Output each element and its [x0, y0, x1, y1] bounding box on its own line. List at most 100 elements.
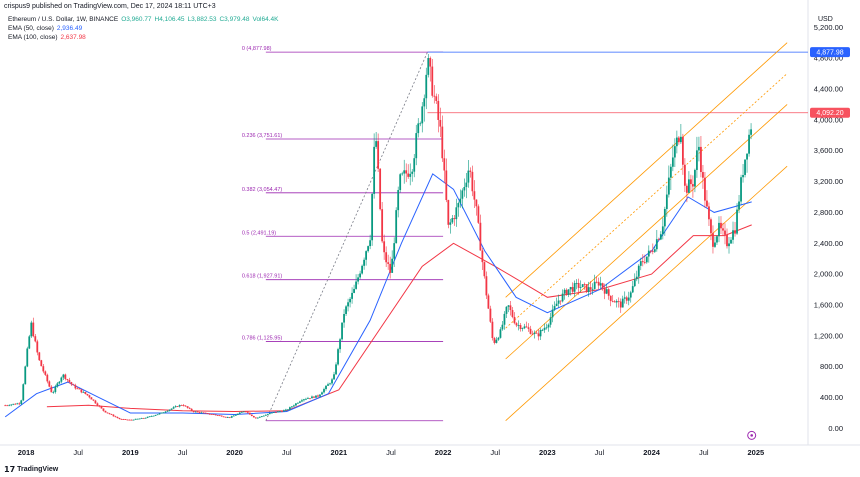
candle-body [36, 341, 39, 353]
candle-body [403, 170, 406, 174]
candle-body [70, 382, 73, 385]
candle-body [10, 404, 13, 406]
candle-body [377, 141, 380, 169]
x-tick-label: 2020 [226, 448, 243, 457]
candle-body [66, 379, 69, 380]
candle-body [659, 234, 662, 240]
chart-legend: Ethereum / U.S. Dollar, 1W, BINANCE O3,9… [8, 15, 279, 42]
candle-body [541, 329, 544, 331]
y-tick-label: 0.00 [828, 424, 843, 433]
candle-body [401, 173, 404, 175]
candle-body [325, 385, 327, 390]
candle-body [563, 289, 566, 294]
candle-body [291, 406, 293, 408]
candle-body [262, 415, 265, 417]
y-tick-label: 4,400.00 [814, 85, 843, 94]
candle-body [734, 230, 736, 234]
candle-body [136, 418, 139, 420]
candle-body [686, 185, 688, 193]
candle-body [32, 322, 35, 337]
candle-body [704, 177, 706, 201]
candle-body [571, 287, 574, 292]
publisher-note: crispus9 published on TradingView.com, D… [4, 3, 216, 10]
candle-body [345, 306, 347, 315]
close-value: C3,979.48 [219, 16, 250, 23]
candle-body [441, 126, 444, 159]
candle-body [363, 259, 366, 266]
candle-body [250, 414, 253, 417]
candle-body [517, 325, 520, 326]
candle-body [505, 306, 508, 314]
candle-body [698, 146, 700, 151]
channel-line [505, 165, 788, 422]
candle-body [122, 419, 125, 420]
candle-body [519, 325, 522, 329]
candle-body [26, 348, 29, 367]
candle-body [397, 190, 400, 211]
candle-body [417, 123, 420, 134]
candle-body [367, 246, 370, 252]
candle-body [46, 374, 49, 382]
ema100-line [46, 224, 752, 413]
currency-label: USD [818, 16, 833, 23]
candle-body [641, 261, 644, 263]
candle-body [90, 397, 93, 400]
candle-body [276, 411, 279, 413]
tradingview-brand[interactable]: 𝟭𝟳 TradingView [4, 465, 58, 474]
ema100-value: 2,637.98 [60, 34, 86, 41]
candle-body [124, 419, 127, 420]
candle-body [423, 98, 426, 107]
candle-body [696, 150, 698, 170]
candle-body [192, 410, 195, 412]
candle-body [389, 263, 392, 273]
candle-body [497, 337, 500, 340]
candle-body [663, 208, 666, 227]
candle-body [359, 273, 361, 278]
candle-body [158, 413, 161, 415]
candle-body [732, 230, 734, 240]
candle-body [489, 308, 492, 322]
candle-body [252, 416, 255, 418]
candle-body [581, 284, 584, 288]
candle-body [116, 416, 119, 419]
candle-body [421, 106, 424, 124]
candle-body [92, 399, 95, 401]
x-tick-label: Jul [386, 448, 396, 457]
candle-body [525, 326, 528, 328]
fib-level-label: 0.382 (3,054.47) [242, 187, 283, 193]
ema50-row[interactable]: EMA (50, close) 2,936.49 [8, 24, 279, 33]
fib-level-label: 0.618 (1,927.91) [242, 274, 283, 280]
candle-body [677, 137, 680, 143]
ema100-label: EMA (100, close) [8, 34, 58, 41]
candle-body [268, 413, 271, 415]
candle-body [503, 313, 506, 325]
candle-body [633, 279, 636, 287]
candle-body [196, 411, 199, 413]
symbol-title[interactable]: Ethereum / U.S. Dollar, 1W, BINANCE [8, 16, 119, 23]
candle-body [132, 419, 135, 421]
ema50-value: 2,936.49 [56, 25, 83, 32]
candle-body [38, 352, 41, 361]
candle-body [425, 74, 428, 99]
candle-body [242, 411, 245, 413]
candle-body [375, 141, 378, 147]
candle-body [543, 327, 546, 330]
candle-body [447, 200, 450, 225]
candle-body [533, 332, 536, 334]
candle-body [621, 298, 624, 308]
candle-body [726, 234, 728, 247]
ema100-row[interactable]: EMA (100, close) 2,637.98 [8, 33, 279, 42]
candle-body [409, 173, 412, 177]
candle-body [706, 200, 708, 207]
candle-body [214, 414, 217, 416]
candle-body [635, 276, 638, 280]
price-tag-label: 4,092.20 [816, 110, 843, 117]
candle-body [106, 412, 109, 414]
candle-body [287, 409, 289, 411]
candle-body [335, 364, 337, 375]
target-icon [747, 430, 757, 440]
candle-body [431, 66, 434, 96]
candle-body [218, 415, 221, 417]
candle-body [453, 218, 456, 220]
